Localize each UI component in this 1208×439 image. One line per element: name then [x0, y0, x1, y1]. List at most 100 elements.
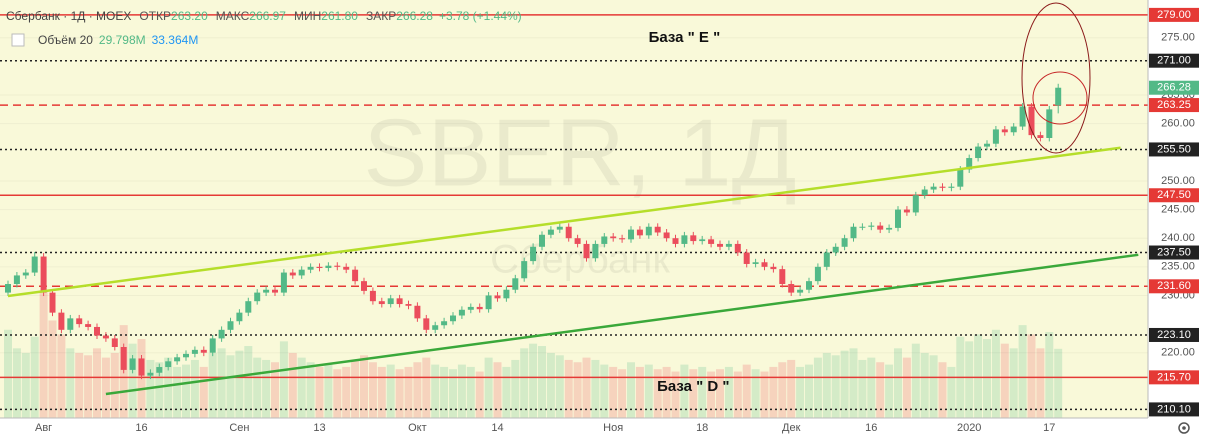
volume-bar: [4, 329, 12, 418]
candle-body: [209, 338, 216, 353]
volume-bar: [466, 366, 475, 418]
candle-body: [405, 304, 412, 306]
y-tick-label: 240.00: [1161, 232, 1195, 244]
volume-bar: [351, 359, 360, 418]
candle-body: [156, 367, 163, 373]
volume-bar: [173, 366, 182, 418]
volume-bar: [609, 366, 618, 418]
level-label-box: [1149, 188, 1199, 203]
candle-body: [22, 272, 29, 276]
candle-body: [601, 236, 608, 244]
volume-bar: [244, 346, 253, 418]
candle-body: [298, 269, 305, 276]
volume-bar: [671, 371, 680, 418]
candle-body: [263, 289, 270, 293]
volume-bar: [627, 362, 635, 418]
volume-bar: [155, 362, 164, 418]
volume-bar: [805, 364, 813, 418]
candle-body: [966, 158, 973, 170]
candle-body: [334, 265, 341, 267]
candle-body: [503, 289, 510, 299]
volume-bar: [680, 364, 689, 418]
y-tick-label: 235.00: [1161, 261, 1195, 273]
candle-body: [387, 298, 394, 305]
volume-bar: [66, 348, 75, 418]
volume-bar: [324, 364, 333, 418]
volume-bar: [831, 355, 840, 418]
volume-bar: [1054, 348, 1063, 418]
candle-body: [120, 346, 127, 370]
volume-bar: [12, 348, 21, 418]
ohlc-label: ЗАКР: [366, 9, 396, 23]
candle-body: [40, 256, 47, 293]
candle-body: [699, 239, 706, 242]
candle-body: [814, 266, 821, 282]
volume-bar: [1027, 334, 1036, 418]
candle-body: [361, 281, 367, 291]
candle-body: [565, 226, 572, 239]
candle-body: [165, 361, 172, 368]
candle-body: [717, 243, 723, 247]
candle-body: [494, 295, 501, 299]
candle-body: [1028, 106, 1035, 136]
level-label-box: [1149, 327, 1199, 342]
candle-body: [903, 209, 910, 213]
candle-body: [352, 269, 359, 282]
settings-icon[interactable]: [1178, 422, 1190, 434]
candle-body: [690, 235, 697, 242]
volume-bar: [39, 290, 48, 418]
candle-body: [886, 227, 893, 230]
volume-bar: [894, 348, 902, 418]
volume-bar: [306, 362, 315, 418]
candle-body: [859, 226, 866, 228]
volume-bar: [1036, 348, 1045, 418]
candle-body: [779, 269, 786, 285]
volume-bar: [440, 366, 449, 418]
volume-bar: [413, 362, 422, 418]
candle-body: [850, 226, 857, 239]
candle-body: [432, 325, 439, 330]
volume-ma: 33.364M: [152, 33, 199, 47]
volume-value: 29.798M: [99, 33, 146, 47]
volume-bar: [21, 352, 30, 418]
volume-bar: [591, 359, 600, 418]
candle-body: [1001, 129, 1008, 133]
volume-bar: [101, 357, 110, 418]
level-label-box: [1149, 53, 1199, 68]
candle-body: [49, 292, 56, 313]
volume-bar: [983, 339, 991, 418]
candle-body: [467, 306, 474, 310]
candle-body: [450, 315, 456, 322]
volume-bar: [520, 348, 529, 418]
candle-body: [895, 209, 901, 228]
candle-body: [636, 229, 643, 236]
volume-bar: [235, 350, 244, 418]
volume-bar: [271, 362, 279, 418]
candle-body: [948, 186, 955, 188]
volume-bar: [858, 359, 867, 418]
volume-bar: [217, 348, 226, 418]
settings-gear-center[interactable]: [1182, 426, 1186, 430]
volume-bar: [226, 355, 235, 418]
legend-toggle[interactable]: [11, 33, 25, 47]
candle-body: [200, 349, 207, 353]
plot-background: [0, 0, 1148, 418]
volume-bar: [707, 371, 716, 418]
volume-bar: [253, 357, 262, 418]
volume-bar: [297, 357, 306, 418]
candle-body: [939, 186, 946, 188]
candle-body: [734, 243, 741, 253]
candle-body: [743, 252, 750, 264]
annotation: База " E ": [649, 29, 721, 46]
candle-body: [458, 309, 465, 316]
header-row: Сбербанк · 1Д · MOEX ОТКР263.20 МАКС266.97…: [6, 9, 522, 23]
volume-bar: [1000, 343, 1009, 418]
volume-bar: [769, 366, 778, 418]
candle-body: [930, 186, 937, 190]
level-label-box: [1149, 7, 1199, 22]
y-tick-label: 275.00: [1161, 32, 1195, 44]
settings-gear[interactable]: [1178, 422, 1190, 434]
volume-bar: [555, 355, 564, 418]
candle-body: [218, 329, 225, 339]
candle-body: [752, 262, 759, 264]
